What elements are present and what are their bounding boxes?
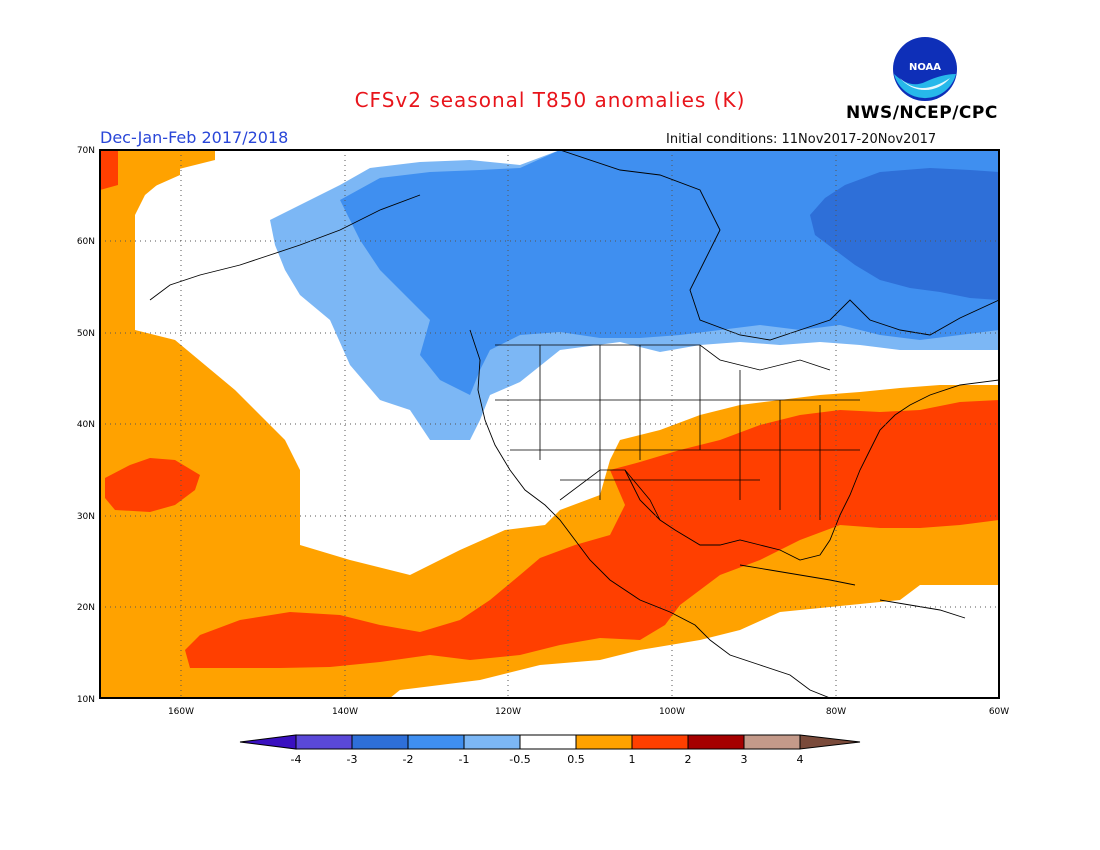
lat-label: 60N bbox=[77, 237, 95, 247]
lat-label: 10N bbox=[77, 695, 95, 705]
noaa-logo: NOAA bbox=[893, 37, 957, 101]
colorbar-swatch bbox=[519, 734, 577, 750]
colorbar-swatch bbox=[239, 734, 297, 750]
colorbar-label: -0.5 bbox=[509, 753, 530, 766]
colorbar-swatch bbox=[407, 734, 465, 750]
season-label: Dec-Jan-Feb 2017/2018 bbox=[100, 128, 289, 147]
bering-red-corner bbox=[100, 150, 118, 190]
colorbar-swatch bbox=[295, 734, 353, 750]
colorbar-swatch bbox=[799, 734, 861, 750]
northwest-cool-region bbox=[270, 150, 999, 440]
colorbar-label: -4 bbox=[291, 753, 302, 766]
lat-label: 40N bbox=[77, 420, 95, 430]
bering-warm-patch bbox=[100, 150, 215, 215]
political-borders bbox=[495, 344, 860, 521]
longitude-labels: 160W 140W 120W 100W 80W 60W bbox=[168, 707, 1009, 717]
lon-label: 120W bbox=[495, 707, 521, 717]
colorbar-label: 4 bbox=[797, 753, 804, 766]
initial-conditions-label: Initial conditions: 11Nov2017-20Nov2017 bbox=[666, 132, 937, 147]
lon-label: 80W bbox=[826, 707, 846, 717]
lat-label: 30N bbox=[77, 512, 95, 522]
colorbar-swatch bbox=[631, 734, 689, 750]
colorbar-label: 3 bbox=[741, 753, 748, 766]
agency-label: NWS/NCEP/CPC bbox=[846, 103, 998, 123]
map-frame bbox=[99, 149, 1000, 699]
lon-label: 100W bbox=[659, 707, 685, 717]
colorbar-label: 2 bbox=[685, 753, 692, 766]
lon-label: 160W bbox=[168, 707, 194, 717]
pacific-warm-region bbox=[100, 150, 999, 698]
colorbar-swatch bbox=[351, 734, 409, 750]
colorbar: -4 -3 -2 -1 -0.5 0.5 1 2 3 4 bbox=[239, 734, 861, 766]
latitude-labels: 70N 60N 50N 40N 30N 20N 10N bbox=[77, 146, 95, 705]
colorbar-label: 1 bbox=[629, 753, 636, 766]
northeast-canada-coldest-region bbox=[810, 168, 999, 300]
southern-red-band bbox=[185, 400, 999, 668]
canada-cold-region bbox=[340, 150, 999, 395]
graticule bbox=[100, 150, 999, 698]
colorbar-label: 0.5 bbox=[567, 753, 585, 766]
lat-label: 50N bbox=[77, 329, 95, 339]
colorbar-swatch bbox=[463, 734, 521, 750]
colorbar-label: -1 bbox=[459, 753, 470, 766]
lon-label: 140W bbox=[332, 707, 358, 717]
lat-label: 70N bbox=[77, 146, 95, 156]
lon-label: 60W bbox=[989, 707, 1009, 717]
colorbar-label: -2 bbox=[403, 753, 414, 766]
pacific-red-patch bbox=[105, 458, 200, 512]
coastlines bbox=[149, 150, 999, 698]
colorbar-label: -3 bbox=[347, 753, 358, 766]
lat-label: 20N bbox=[77, 603, 95, 613]
colorbar-swatch bbox=[575, 734, 633, 750]
colorbar-swatch bbox=[743, 734, 801, 750]
neutral-region bbox=[100, 150, 999, 698]
colorbar-swatch bbox=[687, 734, 745, 750]
noaa-logo-text: NOAA bbox=[909, 62, 941, 73]
map-title: CFSv2 seasonal T850 anomalies (K) bbox=[354, 88, 746, 112]
